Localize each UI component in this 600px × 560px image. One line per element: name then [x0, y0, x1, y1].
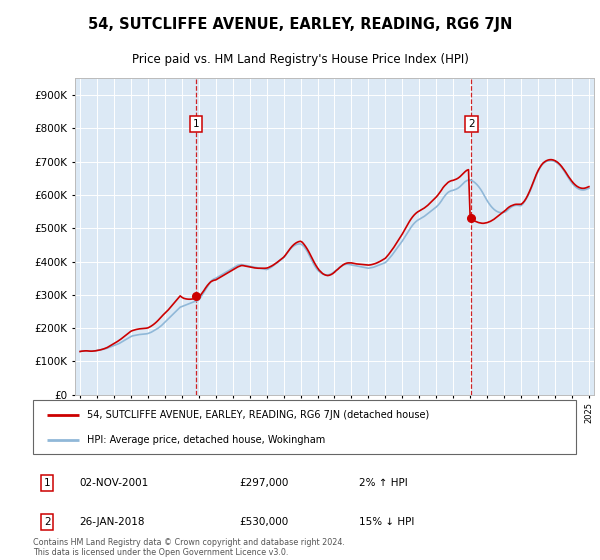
Text: 54, SUTCLIFFE AVENUE, EARLEY, READING, RG6 7JN (detached house): 54, SUTCLIFFE AVENUE, EARLEY, READING, R… — [88, 410, 430, 421]
Text: £530,000: £530,000 — [239, 517, 289, 527]
Text: 2: 2 — [468, 119, 475, 129]
Text: 1: 1 — [44, 478, 50, 488]
Text: Contains HM Land Registry data © Crown copyright and database right 2024.
This d: Contains HM Land Registry data © Crown c… — [33, 538, 345, 557]
Text: 54, SUTCLIFFE AVENUE, EARLEY, READING, RG6 7JN: 54, SUTCLIFFE AVENUE, EARLEY, READING, R… — [88, 17, 512, 31]
Text: Price paid vs. HM Land Registry's House Price Index (HPI): Price paid vs. HM Land Registry's House … — [131, 53, 469, 66]
Text: 15% ↓ HPI: 15% ↓ HPI — [359, 517, 414, 527]
Text: 02-NOV-2001: 02-NOV-2001 — [79, 478, 148, 488]
Text: £297,000: £297,000 — [239, 478, 289, 488]
Text: 2% ↑ HPI: 2% ↑ HPI — [359, 478, 407, 488]
FancyBboxPatch shape — [33, 400, 576, 454]
Text: 2: 2 — [44, 517, 50, 527]
Text: 26-JAN-2018: 26-JAN-2018 — [79, 517, 145, 527]
Text: HPI: Average price, detached house, Wokingham: HPI: Average price, detached house, Woki… — [88, 435, 326, 445]
Text: 1: 1 — [193, 119, 199, 129]
